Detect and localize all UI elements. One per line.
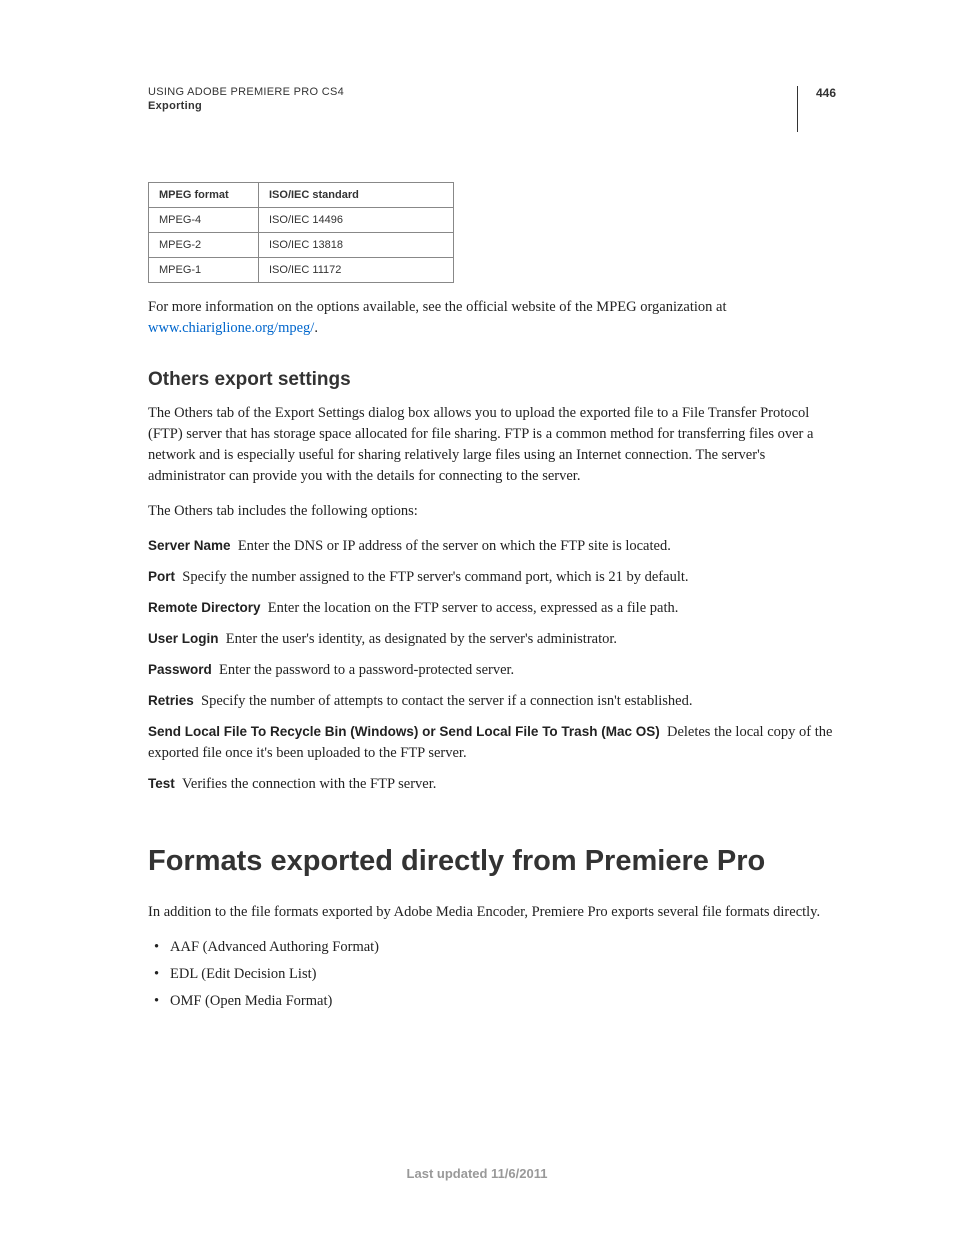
mpeg-format-table: MPEG format ISO/IEC standard MPEG-4 ISO/…	[148, 182, 454, 283]
page-number: 446	[797, 86, 836, 132]
intro-paragraph: For more information on the options avai…	[148, 297, 836, 339]
header-subtitle: Exporting	[148, 100, 344, 112]
option-desc: Verifies the connection with the FTP ser…	[182, 776, 436, 792]
option-desc: Enter the user's identity, as designated…	[226, 631, 617, 647]
option-retries: Retries Specify the number of attempts t…	[148, 691, 836, 712]
page-footer: Last updated 11/6/2011	[0, 1166, 954, 1181]
list-item: AAF (Advanced Authoring Format)	[152, 937, 836, 958]
table-cell: MPEG-4	[149, 208, 259, 233]
option-test: Test Verifies the connection with the FT…	[148, 774, 836, 795]
option-term: Test	[148, 776, 175, 791]
option-desc: Enter the location on the FTP server to …	[268, 600, 679, 616]
option-port: Port Specify the number assigned to the …	[148, 567, 836, 588]
option-server-name: Server Name Enter the DNS or IP address …	[148, 536, 836, 557]
formats-list: AAF (Advanced Authoring Format) EDL (Edi…	[148, 937, 836, 1012]
option-desc: Enter the DNS or IP address of the serve…	[238, 538, 671, 554]
mpeg-link[interactable]: www.chiariglione.org/mpeg/	[148, 320, 314, 336]
table-cell: ISO/IEC 11172	[259, 258, 454, 283]
table-row: MPEG-1 ISO/IEC 11172	[149, 258, 454, 283]
table-header-standard: ISO/IEC standard	[259, 183, 454, 208]
others-export-heading: Others export settings	[148, 369, 836, 391]
table-cell: ISO/IEC 14496	[259, 208, 454, 233]
table-row: MPEG-4 ISO/IEC 14496	[149, 208, 454, 233]
table-cell: ISO/IEC 13818	[259, 233, 454, 258]
option-remote-directory: Remote Directory Enter the location on t…	[148, 598, 836, 619]
option-term: Retries	[148, 693, 194, 708]
option-term: Port	[148, 569, 175, 584]
option-user-login: User Login Enter the user's identity, as…	[148, 629, 836, 650]
option-term: Password	[148, 662, 212, 677]
option-password: Password Enter the password to a passwor…	[148, 660, 836, 681]
option-term: Server Name	[148, 538, 231, 553]
list-item: OMF (Open Media Format)	[152, 991, 836, 1012]
option-desc: Specify the number assigned to the FTP s…	[182, 569, 688, 585]
table-row: MPEG-2 ISO/IEC 13818	[149, 233, 454, 258]
page-header: USING ADOBE PREMIERE PRO CS4 Exporting 4…	[148, 86, 836, 132]
option-term: Send Local File To Recycle Bin (Windows)…	[148, 724, 660, 739]
formats-intro: In addition to the file formats exported…	[148, 902, 836, 923]
option-desc: Enter the password to a password-protect…	[219, 662, 514, 678]
header-left: USING ADOBE PREMIERE PRO CS4 Exporting	[148, 86, 344, 112]
option-desc: Specify the number of attempts to contac…	[201, 693, 692, 709]
option-term: User Login	[148, 631, 219, 646]
intro-text: For more information on the options avai…	[148, 299, 727, 315]
option-term: Remote Directory	[148, 600, 261, 615]
table-cell: MPEG-2	[149, 233, 259, 258]
table-cell: MPEG-1	[149, 258, 259, 283]
header-title: USING ADOBE PREMIERE PRO CS4	[148, 86, 344, 98]
formats-heading: Formats exported directly from Premiere …	[148, 845, 836, 878]
others-para2: The Others tab includes the following op…	[148, 501, 836, 522]
list-item: EDL (Edit Decision List)	[152, 964, 836, 985]
table-header-format: MPEG format	[149, 183, 259, 208]
option-send-local-file: Send Local File To Recycle Bin (Windows)…	[148, 722, 836, 764]
others-para1: The Others tab of the Export Settings di…	[148, 403, 836, 487]
